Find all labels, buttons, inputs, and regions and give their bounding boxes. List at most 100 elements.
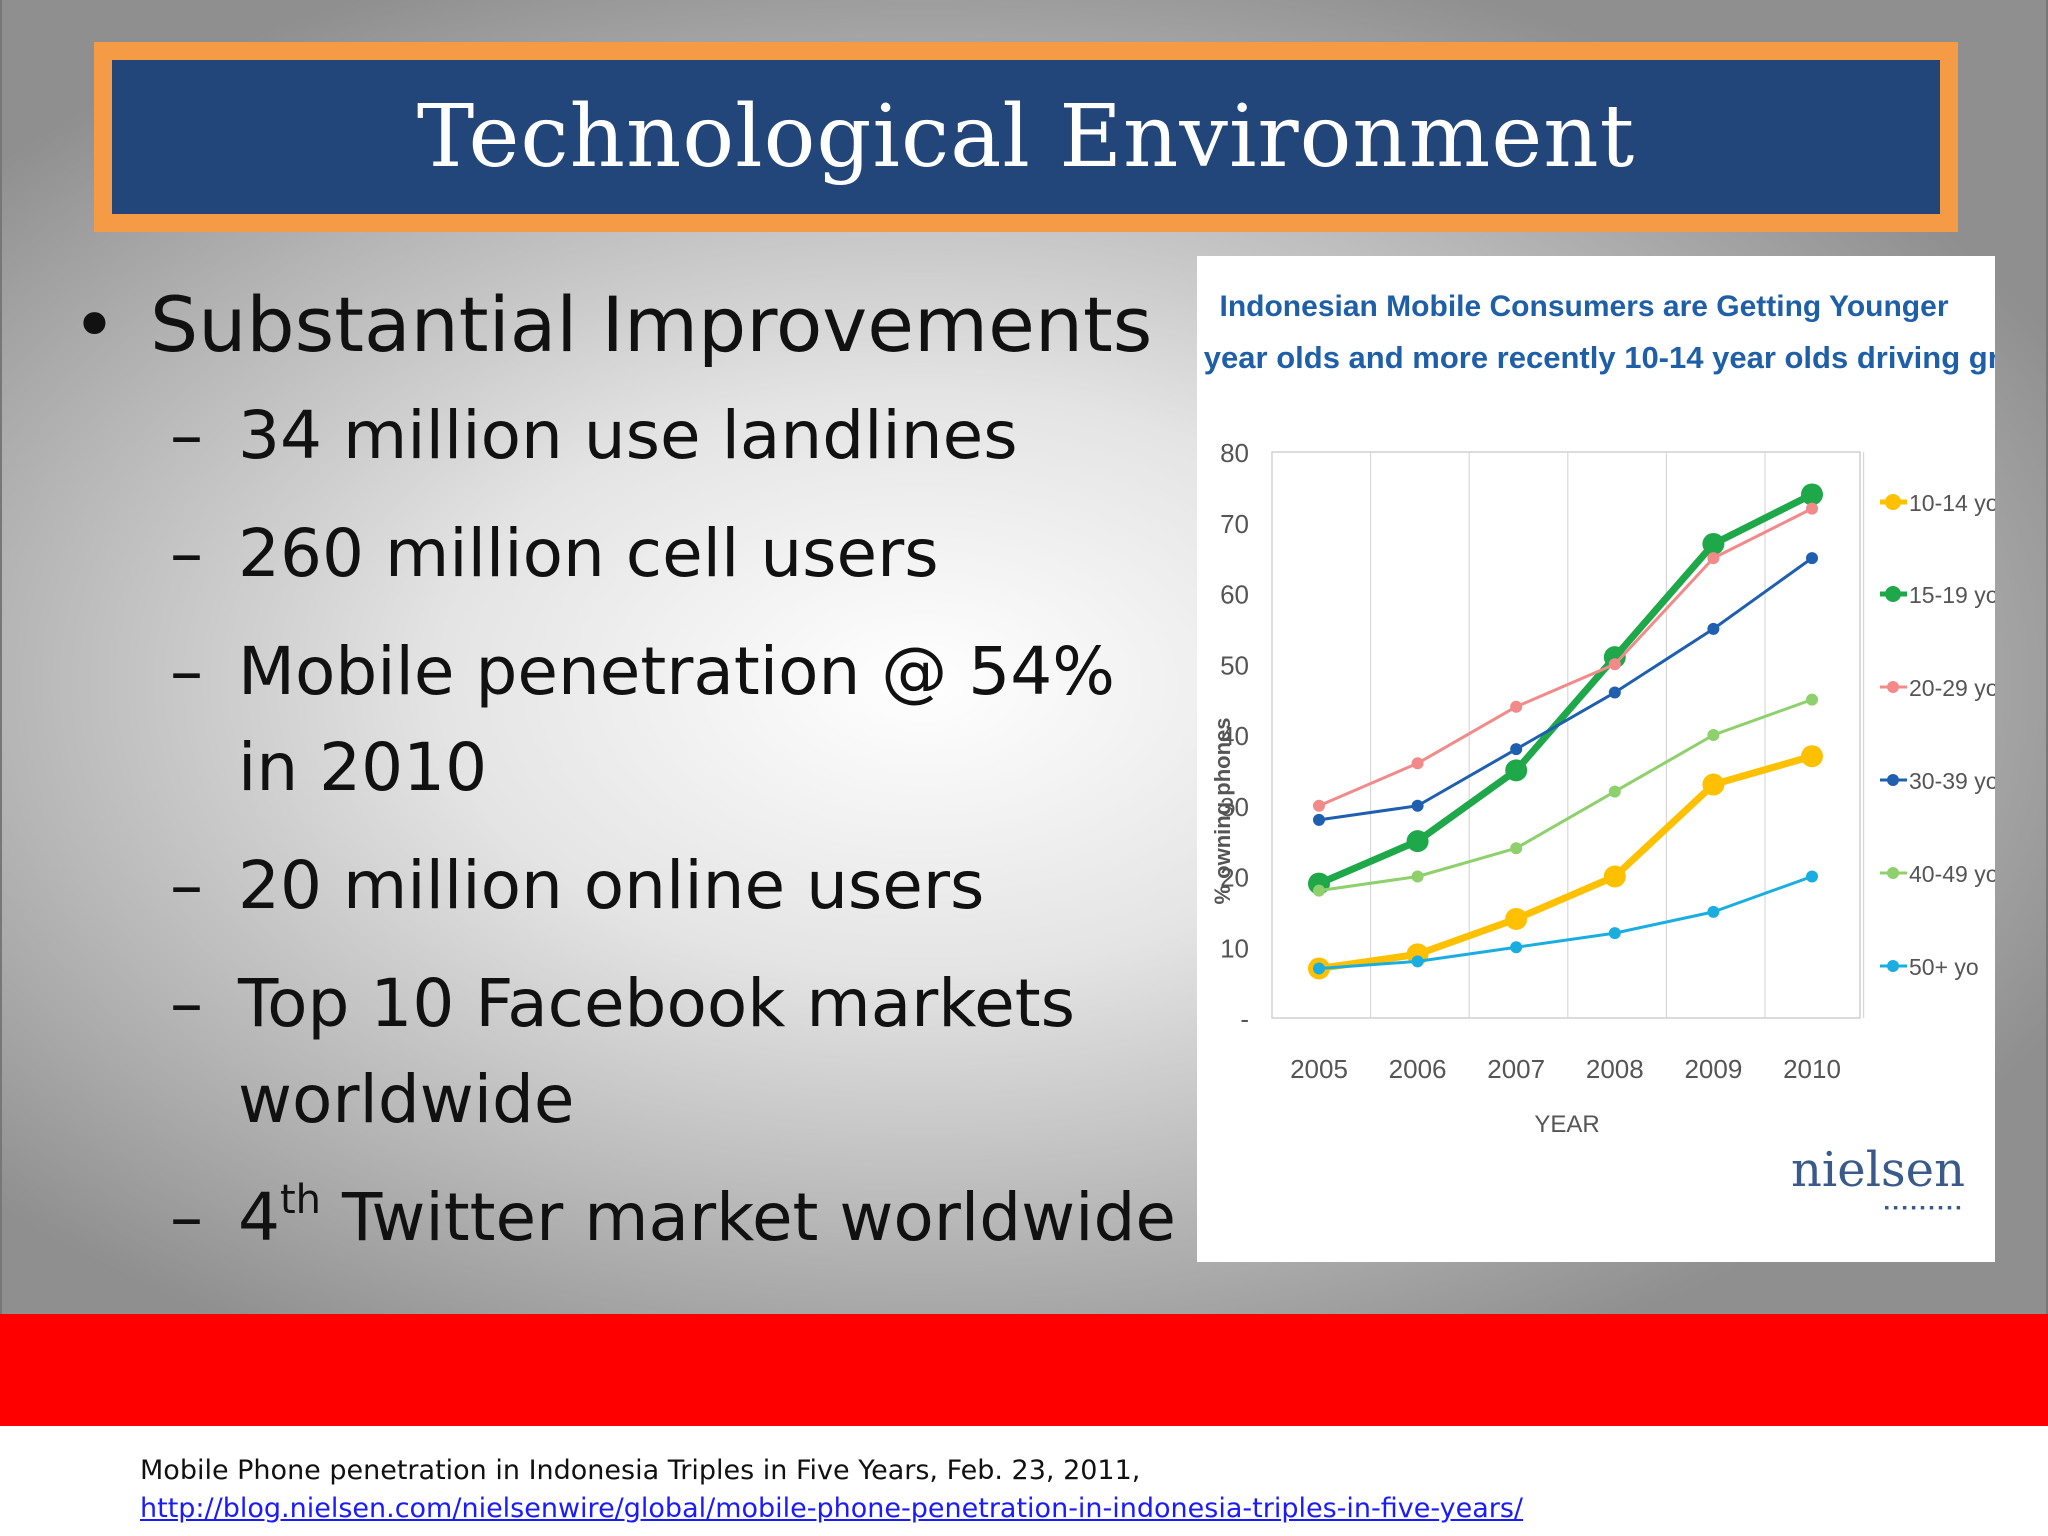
y-tick-labels: - 10 20 30 40 50 60 70 80	[1220, 438, 1249, 1034]
data-point	[1806, 502, 1818, 515]
y-tick-label: 70	[1220, 509, 1249, 539]
legend-swatch-dot	[1887, 960, 1899, 972]
sub-bullet-line: Twitter market worldwide	[342, 1179, 1176, 1256]
sub-bullet-line: Top 10 Facebook markets	[238, 965, 1076, 1042]
legend-entry: 40-49 yo	[1880, 861, 1995, 887]
series-50-yo	[1313, 870, 1818, 975]
data-point	[1801, 745, 1823, 768]
title-frame: Technological Environment	[94, 42, 1958, 232]
legend-entry: 15-19 yo	[1880, 582, 1995, 608]
data-point	[1406, 830, 1429, 853]
y-tick-label: 60	[1220, 580, 1249, 610]
x-tick-label: 2005	[1290, 1054, 1348, 1084]
plot-area	[1272, 453, 1860, 1262]
bullet-main-text: Substantial Improvements	[150, 280, 1153, 369]
red-footer-bar	[0, 1314, 2048, 1426]
x-tick-label: 2006	[1389, 1054, 1447, 1084]
chart-panel: Indonesian Mobile Consumers are Getting …	[1197, 256, 1995, 1262]
x-axis-label: YEAR	[1534, 1111, 1599, 1138]
x-tick-labels: 2005 2006 2007 2008 2009 2010	[1290, 1054, 1841, 1084]
legend-entry: 10-14 yo	[1880, 490, 1995, 516]
series-10-14-yo	[1308, 745, 1823, 980]
y-tick-label: 30	[1220, 792, 1249, 822]
data-point	[1505, 907, 1528, 930]
series-15-19-yo	[1308, 483, 1823, 895]
dash-glyph: –	[170, 847, 203, 924]
data-point	[1313, 799, 1325, 812]
data-point	[1510, 842, 1523, 855]
grid-layer	[1271, 451, 1865, 1019]
data-point	[1505, 759, 1528, 782]
data-point	[1702, 532, 1725, 555]
series-layer	[1308, 483, 1823, 980]
legend-swatch-dot	[1887, 681, 1899, 693]
y-tick-label: 40	[1220, 721, 1249, 751]
data-point	[1806, 870, 1818, 883]
y-tick-label: 50	[1220, 650, 1249, 680]
line-chart: Indonesian Mobile Consumers are Getting …	[1197, 290, 1995, 1262]
x-tick-label: 2008	[1586, 1054, 1644, 1084]
y-axis-label: % owning phones	[1210, 718, 1235, 905]
data-point	[1806, 693, 1818, 706]
legend-swatch-dot	[1885, 494, 1901, 510]
data-point	[1806, 552, 1818, 565]
data-point	[1313, 884, 1325, 897]
sub-bullet-line: in 2010	[238, 729, 488, 806]
series-line	[1318, 507, 1813, 808]
series-line	[1318, 698, 1813, 893]
bullet-list: • Substantial Improvements – 34 million …	[72, 270, 1182, 1288]
nielsen-logo-dots: ▪▪▪▪▪▪▪▪▪	[1884, 1199, 1965, 1215]
data-point	[1707, 729, 1720, 741]
sub-bullet-mobile-penetration: – Mobile penetration @ 54% in 2010	[170, 624, 1182, 816]
dash-glyph: –	[170, 397, 203, 474]
series-40-49-yo	[1313, 693, 1818, 897]
nielsen-logo: nielsen	[1791, 1142, 1965, 1198]
data-point	[1603, 865, 1626, 888]
dash-glyph: –	[170, 515, 203, 592]
legend-entry: 50+ yo	[1880, 954, 1979, 980]
data-point	[1608, 927, 1621, 940]
title-box: Technological Environment	[112, 60, 1940, 214]
data-point	[1510, 700, 1523, 713]
sub-bullet-facebook: – Top 10 Facebook markets worldwide	[170, 956, 1182, 1148]
y-tick-label: 20	[1220, 863, 1249, 893]
series-20-29-yo	[1313, 502, 1818, 812]
legend-swatch-dot	[1887, 774, 1899, 786]
x-tick-label: 2010	[1783, 1054, 1841, 1084]
data-point	[1411, 757, 1424, 770]
data-point	[1510, 743, 1523, 756]
x-tick-label: 2009	[1684, 1054, 1742, 1084]
sub-bullet-line: Mobile penetration @ 54%	[238, 633, 1115, 710]
data-point	[1707, 905, 1720, 918]
legend: 10-14 yo 15-19 yo 20-29 yo 30-39 yo 40-49 yo…	[1880, 490, 1995, 980]
data-point	[1707, 552, 1720, 565]
sub-bullet-text: 4th Twitter market worldwide	[238, 1170, 1176, 1266]
legend-entry: 20-29 yo	[1880, 675, 1995, 701]
data-point	[1510, 941, 1523, 954]
slide-title: Technological Environment	[416, 87, 1636, 187]
series-line	[1318, 875, 1813, 970]
source-link[interactable]: http://blog.nielsen.com/nielsenwire/glob…	[140, 1493, 1524, 1524]
legend-entry: 30-39 yo	[1880, 768, 1995, 794]
sub-bullet-online-users: – 20 million online users	[170, 838, 1182, 934]
series-30-39-yo	[1313, 552, 1818, 826]
data-point	[1411, 799, 1424, 812]
footer-citation: Mobile Phone penetration in Indonesia Tr…	[140, 1452, 2020, 1528]
sub-bullet-text: 34 million use landlines	[238, 397, 1018, 474]
bullet-glyph: •	[72, 280, 117, 369]
data-point	[1608, 785, 1621, 798]
legend-label: 20-29 yo	[1909, 675, 1995, 701]
sub-bullet-landlines: – 34 million use landlines	[170, 388, 1182, 484]
data-point	[1801, 483, 1823, 506]
sub-bullet-line: worldwide	[238, 1061, 575, 1138]
chart-title: Indonesian Mobile Consumers are Getting …	[1220, 290, 1949, 323]
dash-glyph: –	[170, 1179, 203, 1256]
data-point	[1608, 686, 1621, 699]
dash-glyph: –	[170, 633, 203, 710]
sub-bullet-text: 260 million cell users	[238, 515, 939, 592]
y-tick-label: 10	[1220, 933, 1249, 963]
series-line	[1317, 491, 1814, 887]
data-point	[1702, 773, 1725, 796]
sub-bullet-text: 20 million online users	[238, 847, 985, 924]
sub-bullet-twitter: – 4th Twitter market worldwide	[170, 1170, 1182, 1266]
